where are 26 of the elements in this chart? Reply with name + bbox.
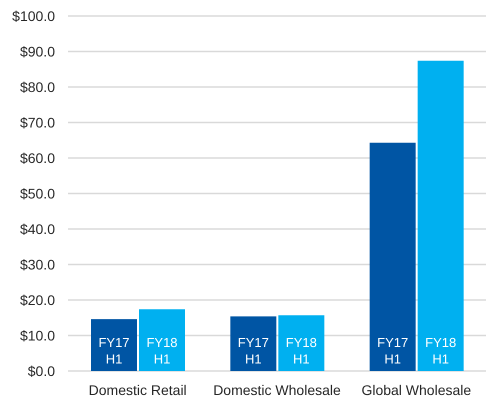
y-tick-label: $100.0 [12,8,56,24]
y-tick-label: $60.0 [20,150,56,166]
text: FY17 H1 [238,334,269,366]
y-tick-label: $10.0 [20,327,56,344]
y-tick-label: $30.0 [20,256,56,272]
text: FY18 H1 [425,334,456,366]
y-tick-label: $80.0 [20,78,56,95]
x-tick-label: Domestic Retail [88,382,187,398]
y-tick-label: $50.0 [20,185,56,202]
bar [91,319,137,371]
x-tick-label: Global Wholesale [361,382,472,398]
y-tick-label: $0.0 [28,362,56,379]
y-tick-label: $20.0 [20,292,56,308]
series-label: FY17 H1 [98,334,130,366]
series-label: FY18 H1 [146,334,178,366]
y-tick-label: $70.0 [20,114,56,130]
text: FY18 H1 [286,334,317,366]
text: FY17 H1 [377,334,408,366]
bar [418,60,464,371]
y-tick-label: $40.0 [20,220,56,237]
x-tick-label: Domestic Wholesale [213,382,342,398]
bar [370,142,416,371]
bar [278,315,324,371]
bar [230,316,276,371]
y-tick-label: $90.0 [20,43,56,60]
bar [139,309,185,371]
